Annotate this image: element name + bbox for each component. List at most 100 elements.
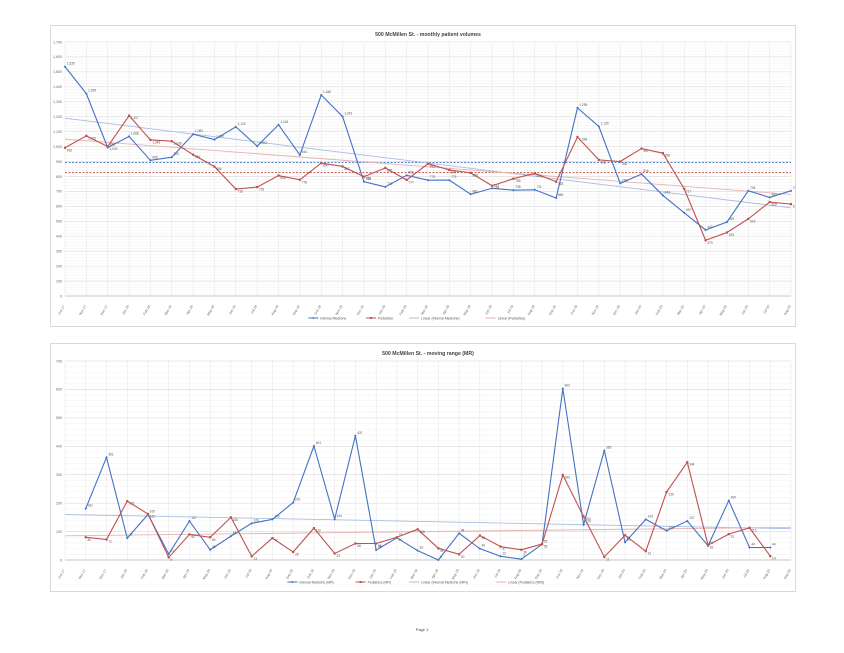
- data-label: 425: [729, 233, 735, 237]
- data-point: [167, 552, 171, 556]
- x-tick-label: Mar-18: [164, 304, 173, 315]
- y-tick-label: 400: [56, 235, 62, 239]
- data-label: 87: [627, 536, 631, 540]
- y-tick-label: 1,400: [53, 85, 62, 89]
- x-tick-label: Feb-18: [140, 568, 149, 579]
- data-point: [84, 536, 87, 539]
- y-tick-label: 100: [56, 279, 62, 283]
- data-label: 729: [259, 188, 265, 192]
- data-label: 209: [731, 496, 737, 500]
- trendline: [64, 514, 792, 530]
- data-point: [292, 550, 295, 554]
- data-point: [448, 178, 451, 182]
- data-label: 1,045: [152, 140, 160, 144]
- x-tick-label: Feb-18: [142, 304, 151, 315]
- data-point: [426, 178, 430, 182]
- data-point: [490, 184, 494, 187]
- data-label: 1,064: [579, 138, 587, 142]
- data-label: 603: [565, 384, 571, 388]
- volumes-chart-panel: 500 McMillen St. - monthly patient volum…: [50, 25, 796, 327]
- data-label: 80: [212, 538, 216, 542]
- data-label: 41: [440, 549, 444, 553]
- data-point: [623, 534, 627, 537]
- y-tick-label: 200: [56, 501, 62, 505]
- legend-label: Internal Medicine: [320, 316, 346, 320]
- x-tick-label: Sep-18: [292, 304, 301, 316]
- y-tick-label: 700: [56, 359, 62, 363]
- x-tick-label: Jun-19: [472, 568, 481, 579]
- data-point: [469, 192, 473, 196]
- data-label: 754: [622, 178, 628, 182]
- y-tick-label: 1,100: [53, 130, 62, 134]
- data-label: 956: [665, 154, 671, 158]
- data-point: [685, 519, 689, 523]
- data-point: [170, 140, 173, 143]
- data-point: [644, 550, 647, 553]
- x-tick-label: Jun-19: [484, 304, 493, 315]
- data-label: 137: [689, 516, 695, 520]
- data-point: [298, 153, 302, 157]
- data-point: [374, 548, 378, 552]
- data-label: 202: [295, 498, 301, 502]
- data-point: [597, 125, 601, 128]
- data-label: 47: [502, 547, 506, 551]
- x-tick-label: Oct-19: [555, 568, 564, 579]
- data-label: 704: [750, 186, 756, 190]
- x-tick-label: Mar-18: [161, 568, 170, 579]
- chart-title: 500 McMillen St. - monthly patient volum…: [375, 32, 481, 38]
- data-point: [426, 162, 430, 165]
- x-tick-label: May-18: [202, 568, 211, 580]
- data-point: [126, 500, 129, 503]
- data-label: 103: [668, 526, 674, 530]
- data-label: 866: [216, 167, 222, 171]
- data-point: [85, 92, 88, 95]
- data-label: 40: [482, 544, 486, 548]
- legend-label: Pediatrics (MR): [368, 580, 391, 584]
- y-tick-label: 1,600: [53, 55, 62, 59]
- y-tick-label: 300: [56, 249, 62, 253]
- x-tick-label: Mar-19: [420, 304, 429, 315]
- legend-label: Pediatrics: [378, 316, 393, 320]
- data-point: [234, 187, 237, 191]
- data-point: [84, 507, 88, 510]
- data-point: [683, 187, 686, 190]
- data-label: 821: [537, 174, 543, 178]
- data-label: 90: [191, 535, 195, 539]
- data-point: [619, 160, 622, 163]
- data-point: [213, 165, 216, 168]
- data-label: 3: [523, 554, 525, 558]
- data-point: [208, 548, 212, 552]
- data-label: 55: [544, 539, 548, 543]
- x-tick-label: Jul-19: [493, 568, 501, 578]
- data-point: [63, 65, 67, 68]
- data-point: [416, 549, 419, 552]
- x-tick-label: Jun-20: [721, 568, 730, 579]
- x-tick-label: Dec-18: [356, 304, 365, 316]
- data-label: 785: [515, 179, 521, 183]
- data-point: [383, 185, 387, 189]
- x-tick-label: Oct-18: [306, 568, 315, 579]
- data-label: 14: [772, 557, 776, 561]
- data-point: [312, 444, 316, 448]
- data-point: [706, 544, 710, 547]
- data-label: 704: [793, 186, 795, 190]
- data-label: 765: [366, 177, 372, 181]
- x-tick-label: Jul-18: [250, 304, 258, 314]
- x-tick-label: Aug-19: [513, 568, 522, 580]
- data-point: [597, 158, 600, 161]
- data-label: 78: [399, 533, 403, 537]
- x-tick-label: Nov-17: [78, 568, 87, 580]
- x-tick-label: Feb-20: [655, 304, 664, 315]
- data-label: 824: [473, 173, 479, 177]
- x-tick-label: Sep-20: [783, 568, 792, 580]
- x-tick-label: May-18: [206, 304, 215, 316]
- y-tick-label: 400: [56, 445, 62, 449]
- data-label: 94: [461, 528, 465, 532]
- data-label: 557: [686, 208, 692, 212]
- data-label: 708: [515, 185, 521, 189]
- data-point: [603, 449, 606, 452]
- x-tick-label: Dec-17: [100, 304, 109, 316]
- data-label: 1,003: [259, 141, 267, 145]
- data-label: 56: [544, 545, 548, 549]
- data-point: [362, 175, 366, 178]
